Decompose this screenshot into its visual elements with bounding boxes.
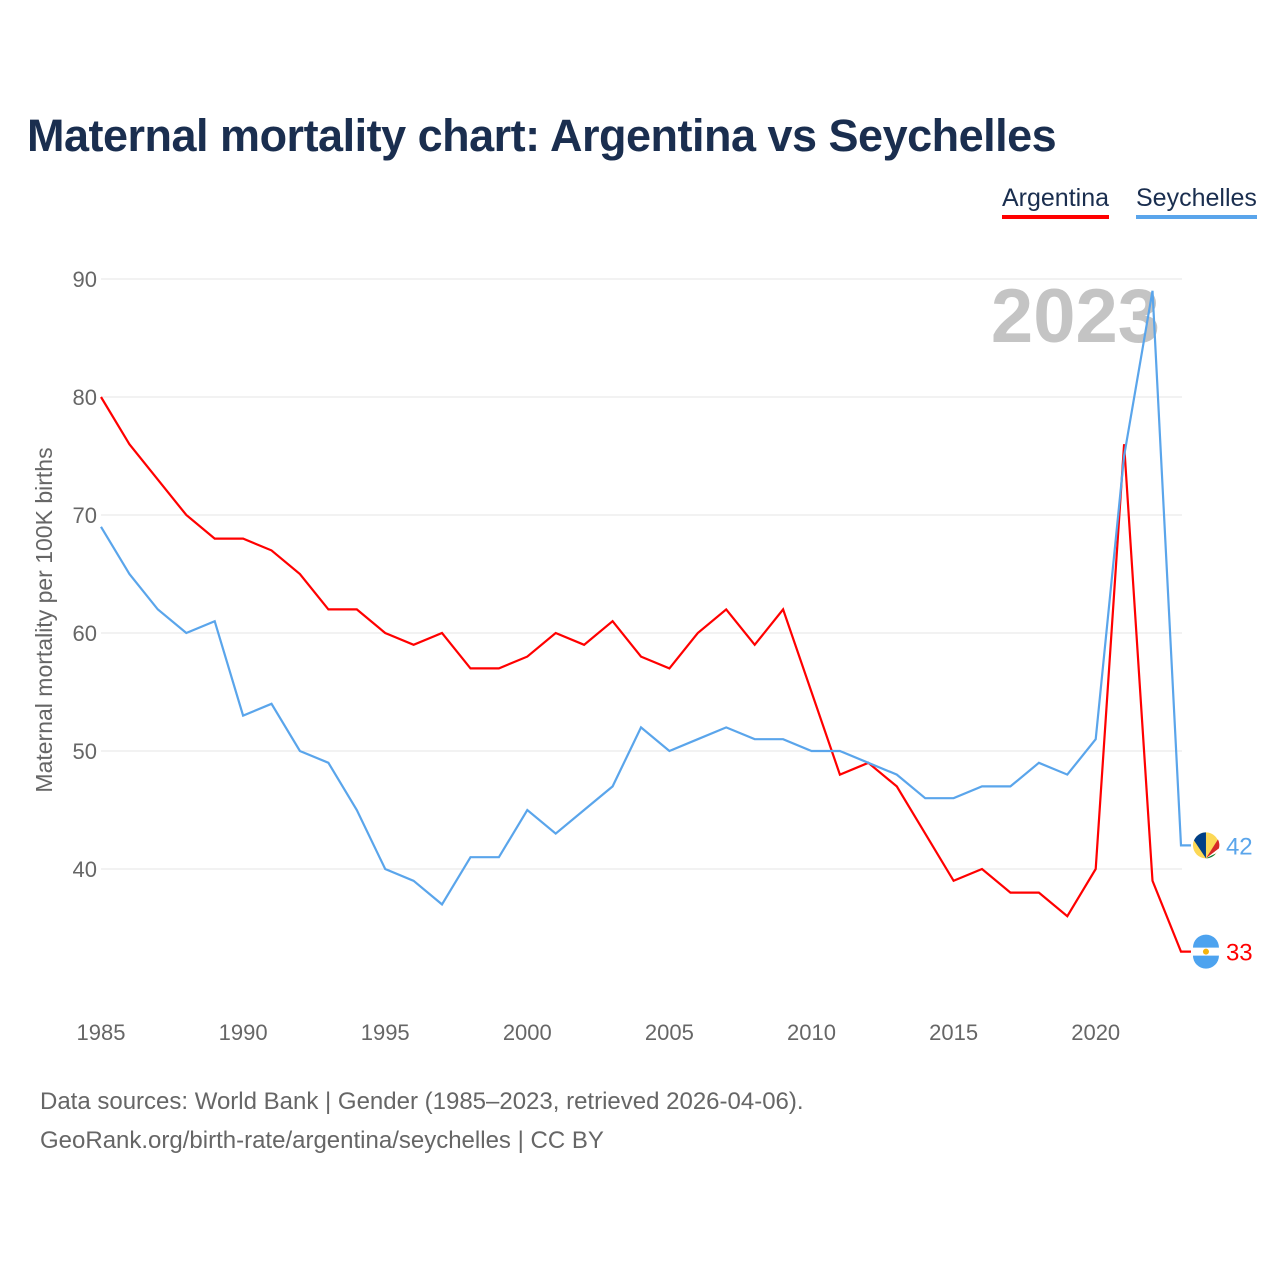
flag-argentina-icon (1192, 934, 1219, 969)
end-label-seychelles: 42 (1226, 833, 1253, 860)
x-tick-label: 1985 (77, 1020, 126, 1045)
line-chart: 40 50 60 70 80 90 1985 1990 1995 2000 2005 2010 2015… (31, 267, 1253, 1045)
y-tick-label: 90 (73, 267, 97, 292)
data-source: Data sources: World Bank | Gender (1985–… (40, 1088, 804, 1115)
x-tick-label: 2020 (1071, 1020, 1120, 1045)
y-tick-label: 60 (73, 621, 97, 646)
x-tick-label: 1995 (361, 1020, 410, 1045)
x-tick-label: 2005 (645, 1020, 694, 1045)
x-tick-label: 2000 (503, 1020, 552, 1045)
y-tick-label: 50 (73, 739, 97, 764)
credit-link[interactable]: GeoRank.org/birth-rate/argentina/seychel… (40, 1127, 604, 1154)
y-tick-label: 80 (73, 385, 97, 410)
x-tick-label: 2015 (929, 1020, 978, 1045)
y-axis-label: Maternal mortality per 100K births (31, 447, 57, 792)
chart-title: Maternal mortality chart: Argentina vs S… (27, 110, 1057, 161)
year-watermark: 2023 (991, 274, 1160, 359)
end-label-argentina: 33 (1226, 940, 1253, 967)
legend-seychelles[interactable]: Seychelles (1136, 184, 1257, 219)
x-tick-label: 2010 (787, 1020, 836, 1045)
x-tick-label: 1990 (219, 1020, 268, 1045)
y-tick-label: 70 (73, 503, 97, 528)
series-line-seychelles (100, 290, 1191, 907)
series-line-argentina (100, 396, 1191, 953)
flag-seychelles-icon (1192, 832, 1220, 859)
y-tick-label: 40 (73, 857, 97, 882)
legend-argentina[interactable]: Argentina (1002, 184, 1110, 219)
